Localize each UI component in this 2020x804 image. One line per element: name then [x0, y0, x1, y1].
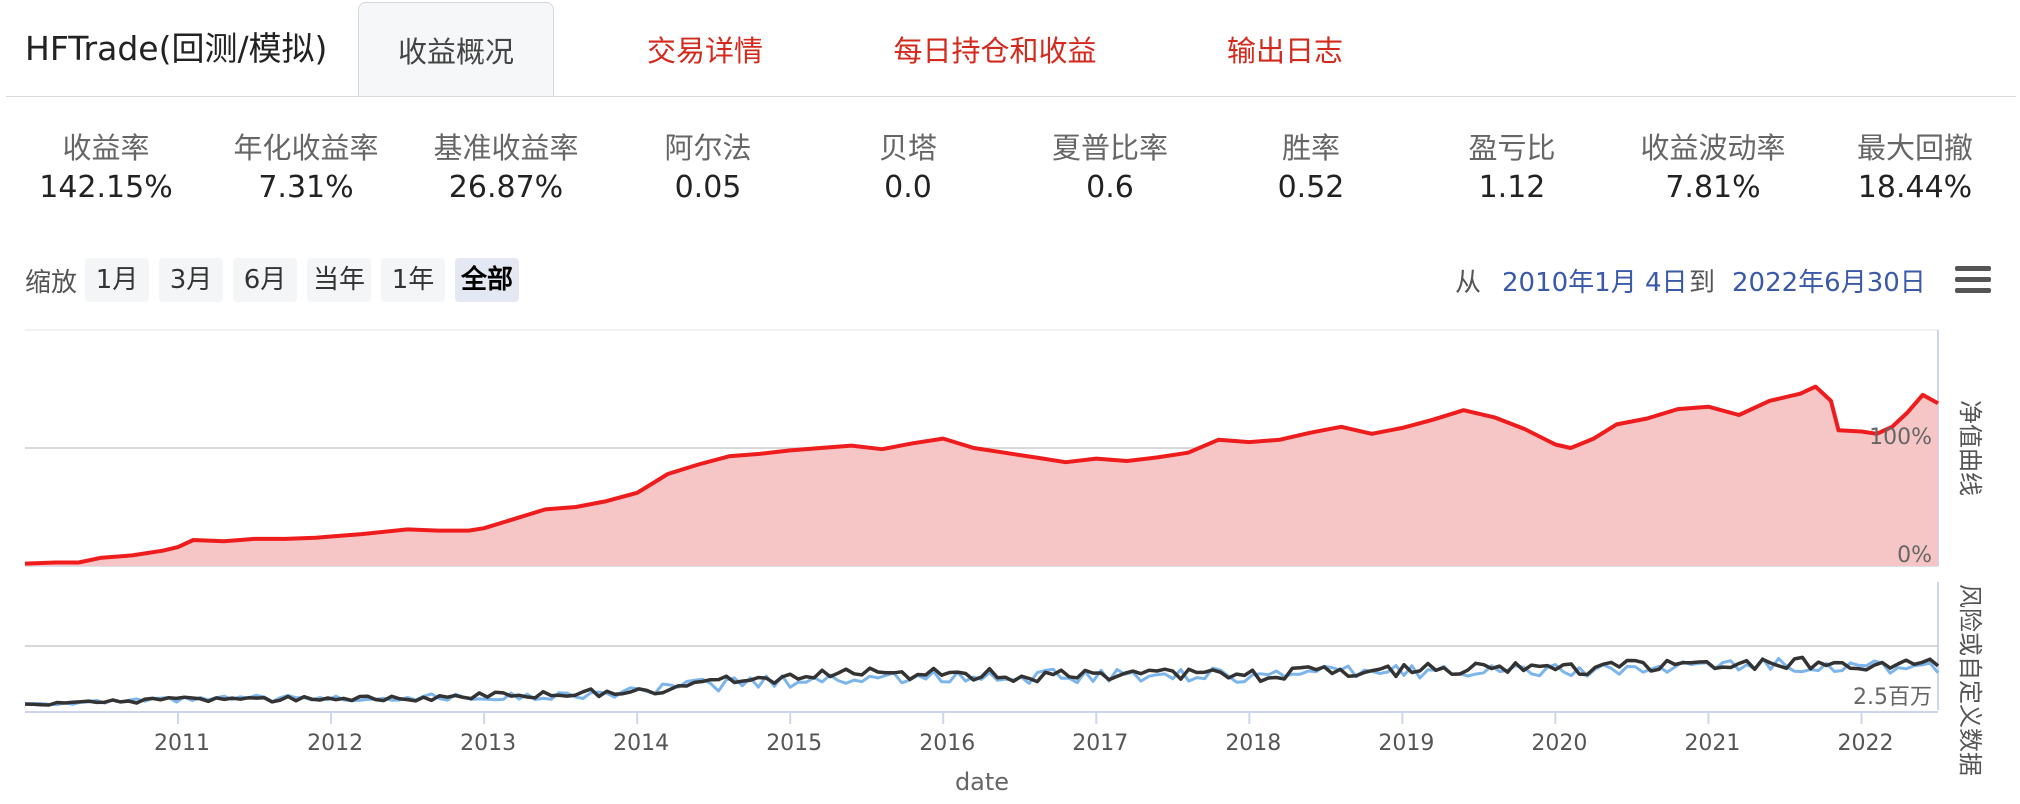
x-tick-label: 2018: [1225, 731, 1281, 756]
panel-title-custom: 风险或自定义数据: [1956, 584, 1984, 776]
metric-value: 18.44%: [1857, 170, 1973, 205]
zoom-button-all[interactable]: 全部: [455, 258, 519, 302]
menu-bar: [1955, 277, 1991, 282]
x-tick-label: 2017: [1072, 731, 1128, 756]
zoom-button-1y[interactable]: 1年: [381, 258, 445, 302]
zoom-button-3m[interactable]: 3月: [159, 258, 223, 302]
metric-value: 0.0: [884, 170, 932, 205]
app-title: HFTrade(回测/模拟): [25, 29, 328, 68]
to-date-input[interactable]: 2022年6月30日: [1732, 268, 1926, 298]
y-tick-label: 100%: [1869, 425, 1932, 450]
x-axis: 2011 2012 2013 2014 2015 2016 2017 2018 2019 2020…: [25, 711, 1938, 796]
metric-label: 收益率: [62, 131, 150, 165]
hamburger-menu-icon[interactable]: [1955, 266, 1991, 296]
to-label: 到: [1689, 268, 1716, 298]
metric-label: 基准收益率: [433, 131, 579, 165]
x-tick-label: 2016: [919, 731, 975, 756]
zoom-button-ytd[interactable]: 当年: [307, 258, 371, 302]
metric-value: 1.12: [1478, 170, 1546, 205]
metric-label: 贝塔: [878, 131, 937, 165]
metric-profit-loss-ratio: 盈亏比 1.12: [1417, 128, 1607, 208]
metric-volatility: 收益波动率 7.81%: [1618, 128, 1808, 208]
metric-value: 0.6: [1086, 170, 1134, 205]
series-blue-line: [24, 656, 1940, 707]
metric-value: 7.31%: [258, 170, 354, 205]
x-tick-label: 2020: [1531, 731, 1587, 756]
metric-label: 盈亏比: [1468, 131, 1556, 165]
y-tick-label: 2.5百万: [1853, 685, 1932, 710]
header-divider: [6, 96, 2016, 97]
x-axis-title: date: [955, 768, 1009, 796]
tab-trade-details[interactable]: 交易详情: [646, 34, 763, 68]
nav-area-fill: [25, 386, 1938, 566]
x-tick-label: 2021: [1684, 731, 1740, 756]
metric-label: 收益波动率: [1640, 131, 1786, 165]
metric-return: 收益率 142.15%: [11, 128, 201, 208]
tab-daily-positions[interactable]: 每日持仓和收益: [893, 34, 1097, 68]
metric-max-drawdown: 最大回撤 18.44%: [1820, 128, 2010, 208]
menu-bar: [1955, 288, 1991, 293]
from-date-input[interactable]: 2010年1月 4日: [1502, 268, 1688, 298]
panel-title-nav: 净值曲线: [1956, 400, 1984, 496]
metric-value: 0.05: [674, 170, 742, 205]
metric-annual-return: 年化收益率 7.31%: [211, 128, 401, 208]
tab-overview[interactable]: 收益概况: [358, 2, 554, 97]
metric-label: 阿尔法: [664, 131, 752, 165]
metric-value: 26.87%: [448, 170, 564, 205]
metric-value: 142.15%: [39, 170, 173, 205]
x-tick-label: 2012: [307, 731, 363, 756]
zoom-button-6m[interactable]: 6月: [233, 258, 297, 302]
metric-beta: 贝塔 0.0: [813, 128, 1003, 208]
series-dark-line: [24, 655, 1940, 707]
metric-label: 最大回撤: [1856, 131, 1973, 165]
x-tick-label: 2013: [460, 731, 516, 756]
x-tick-label: 2022: [1837, 731, 1893, 756]
from-label: 从: [1455, 268, 1482, 298]
metric-value: 0.52: [1277, 170, 1345, 205]
metric-sharpe: 夏普比率 0.6: [1015, 128, 1205, 208]
chart-grid: [25, 329, 1939, 710]
metric-value: 7.81%: [1665, 170, 1761, 205]
zoom-label: 缩放: [25, 268, 78, 298]
metric-label: 年化收益率: [233, 131, 379, 165]
menu-bar: [1955, 266, 1991, 271]
nav-line: [24, 384, 1939, 566]
metric-win-rate: 胜率 0.52: [1216, 128, 1406, 208]
metric-label: 胜率: [1281, 131, 1340, 165]
x-tick-label: 2015: [766, 731, 822, 756]
x-tick-label: 2019: [1378, 731, 1434, 756]
tab-output-log[interactable]: 输出日志: [1226, 34, 1343, 68]
custom-panel: [24, 655, 1940, 707]
metric-label: 夏普比率: [1051, 131, 1168, 165]
axis-labels: 0% 100% 净值曲线 2.5百万 风险或自定义数据: [1853, 400, 1984, 776]
metric-benchmark-return: 基准收益率 26.87%: [411, 128, 601, 208]
header-bar: HFTrade(回测/模拟) 收益概况 交易详情 每日持仓和收益 输出日志: [0, 0, 2020, 98]
x-tick-label: 2011: [154, 731, 210, 756]
y-tick-label: 0%: [1897, 543, 1932, 568]
metric-alpha: 阿尔法 0.05: [613, 128, 803, 208]
zoom-button-1m[interactable]: 1月: [85, 258, 149, 302]
nav-panel: [24, 384, 1939, 566]
x-tick-label: 2014: [613, 731, 669, 756]
